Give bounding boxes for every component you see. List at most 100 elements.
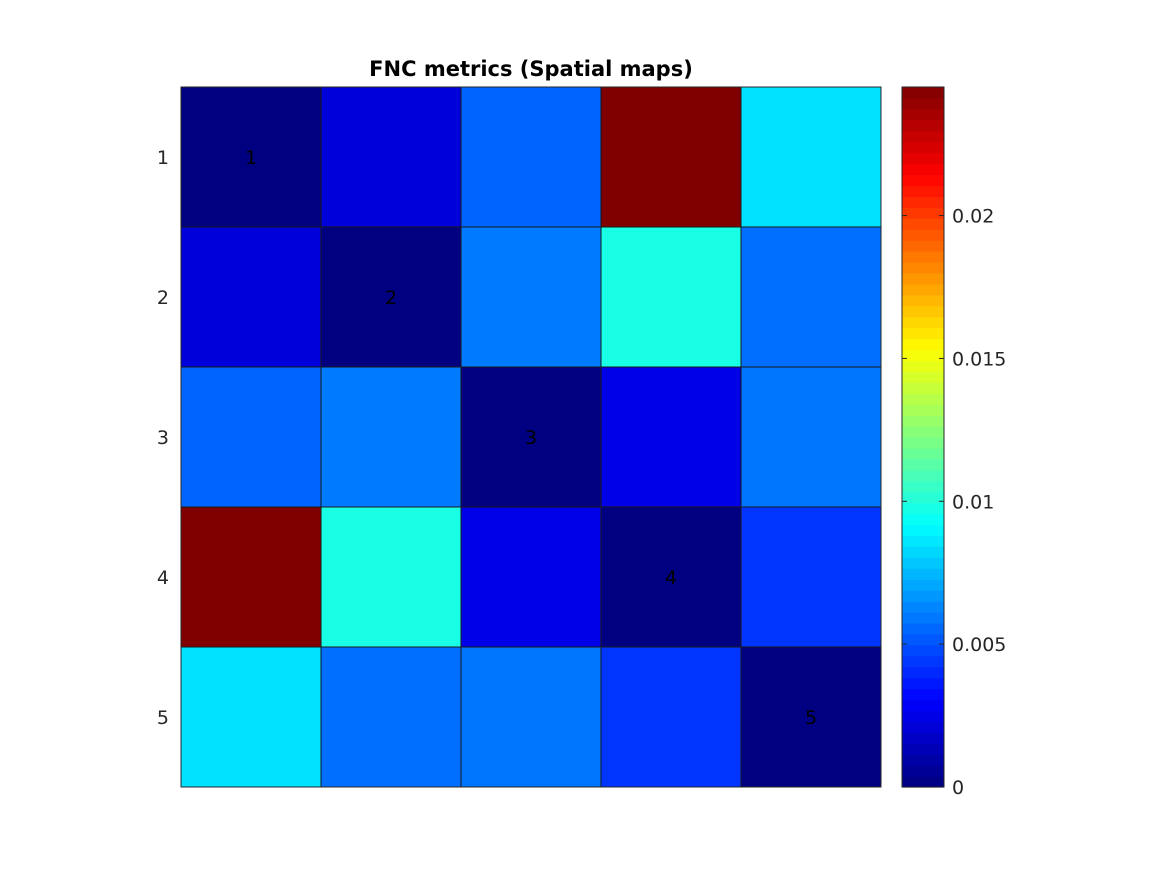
y-tick-label-5: 5	[157, 707, 169, 729]
heatmap-cell-r5-c2	[320, 646, 462, 788]
colorbar-band-10	[902, 677, 944, 690]
heatmap-cell-r5-c3	[460, 646, 602, 788]
heatmap-cell-r2-c3	[460, 226, 602, 368]
heatmap-cell-r3-c3	[460, 366, 602, 508]
heatmap-cell-r2-c5	[740, 226, 882, 368]
heatmap-cell-r1-c2	[320, 86, 462, 228]
colorbar-band-63	[902, 97, 944, 110]
colorbar-band-30	[902, 458, 944, 471]
colorbar-band-40	[902, 349, 944, 362]
colorbar-band-54	[902, 196, 944, 208]
colorbar-band-7	[902, 710, 944, 722]
colorbar-band-38	[902, 371, 944, 383]
colorbar-band-18	[902, 590, 944, 602]
y-tick-labels: 1 2 3 4 5	[157, 147, 169, 729]
colorbar-band-24	[902, 524, 944, 537]
y-tick-label-3: 3	[157, 427, 169, 449]
colorbar-band-41	[902, 338, 944, 351]
heatmap-cell-r4-c4	[600, 506, 742, 648]
colorbar-band-34	[902, 415, 944, 427]
colorbar-band-20	[902, 568, 944, 580]
colorbar-band-5	[902, 732, 944, 744]
colorbar-band-11	[902, 666, 944, 679]
colorbar-band-58	[902, 152, 944, 165]
colorbar-band-37	[902, 382, 944, 394]
heatmap-cell-r5-c1	[180, 646, 322, 788]
heatmap-cell-r5-c5	[740, 646, 882, 788]
colorbar-band-13	[902, 644, 944, 657]
colorbar: 0 0.005 0.01 0.015 0.02	[901, 86, 1006, 799]
colorbar-band-17	[902, 601, 944, 613]
colorbar-band-1	[902, 776, 944, 788]
colorbar-ticks: 0 0.005 0.01 0.015 0.02	[902, 206, 1006, 799]
colorbar-band-27	[902, 491, 944, 504]
heatmap-cell-r1-c1	[180, 86, 322, 228]
colorbar-band-39	[902, 360, 944, 372]
colorbar-tick-label-4: 0.015	[952, 348, 1006, 370]
colorbar-band-50	[902, 240, 944, 252]
colorbar-band-8	[902, 699, 944, 712]
colorbar-band-35	[902, 404, 944, 416]
cell-label-1: 1	[245, 147, 257, 169]
colorbar-band-29	[902, 469, 944, 482]
heatmap-cell-r4-c3	[460, 506, 602, 648]
colorbar-band-15	[902, 622, 944, 635]
heatmap-cell-r4-c5	[740, 506, 882, 648]
chart-title: FNC metrics (Spatial maps)	[369, 57, 693, 81]
colorbar-band-2	[902, 765, 944, 777]
colorbar-gradient	[902, 87, 944, 788]
colorbar-band-64	[902, 87, 944, 99]
colorbar-tick-label-1: 0	[952, 777, 964, 799]
colorbar-band-33	[902, 426, 944, 438]
diagonal-labels: 1 2 3 4 5	[245, 147, 817, 729]
colorbar-band-26	[902, 502, 944, 515]
heatmap-cell-r1-c3	[460, 86, 602, 228]
heatmap-cell-r4-c1	[180, 506, 322, 648]
colorbar-band-51	[902, 229, 944, 241]
heatmap-cell-r2-c1	[180, 226, 322, 368]
cell-label-4: 4	[665, 567, 677, 589]
y-tick-label-2: 2	[157, 287, 169, 309]
colorbar-band-59	[902, 141, 944, 154]
heatmap-cells	[180, 86, 882, 788]
heatmap-cell-r2-c4	[600, 226, 742, 368]
colorbar-band-57	[902, 163, 944, 176]
colorbar-band-22	[902, 546, 944, 558]
colorbar-band-49	[902, 251, 944, 263]
heatmap-cell-r4-c2	[320, 506, 462, 648]
heatmap-cell-r1-c5	[740, 86, 882, 228]
colorbar-band-47	[902, 272, 944, 285]
colorbar-band-4	[902, 743, 944, 755]
colorbar-band-55	[902, 185, 944, 197]
colorbar-tick-label-2: 0.005	[952, 634, 1006, 656]
colorbar-band-31	[902, 447, 944, 460]
colorbar-band-28	[902, 480, 944, 493]
colorbar-band-6	[902, 721, 944, 733]
heatmap-cell-r3-c1	[180, 366, 322, 508]
colorbar-band-16	[902, 612, 944, 624]
cell-label-2: 2	[385, 287, 397, 309]
colorbar-band-25	[902, 513, 944, 526]
colorbar-band-3	[902, 754, 944, 766]
colorbar-band-32	[902, 437, 944, 449]
colorbar-tick-label-3: 0.01	[952, 491, 994, 513]
colorbar-band-46	[902, 283, 944, 296]
colorbar-band-62	[902, 108, 944, 121]
colorbar-band-14	[902, 633, 944, 646]
y-tick-label-4: 4	[157, 567, 169, 589]
colorbar-frame	[901, 86, 945, 788]
cell-label-5: 5	[805, 707, 817, 729]
colorbar-band-48	[902, 262, 944, 274]
colorbar-band-12	[902, 655, 944, 668]
colorbar-band-43	[902, 316, 944, 329]
colorbar-tick-label-5: 0.02	[952, 206, 994, 228]
heatmap-cell-r3-c2	[320, 366, 462, 508]
colorbar-band-36	[902, 393, 944, 405]
plot-frame	[180, 86, 882, 788]
colorbar-band-52	[902, 218, 944, 230]
colorbar-band-56	[902, 174, 944, 187]
colorbar-band-45	[902, 294, 944, 307]
colorbar-band-53	[902, 207, 944, 219]
colorbar-band-42	[902, 327, 944, 340]
